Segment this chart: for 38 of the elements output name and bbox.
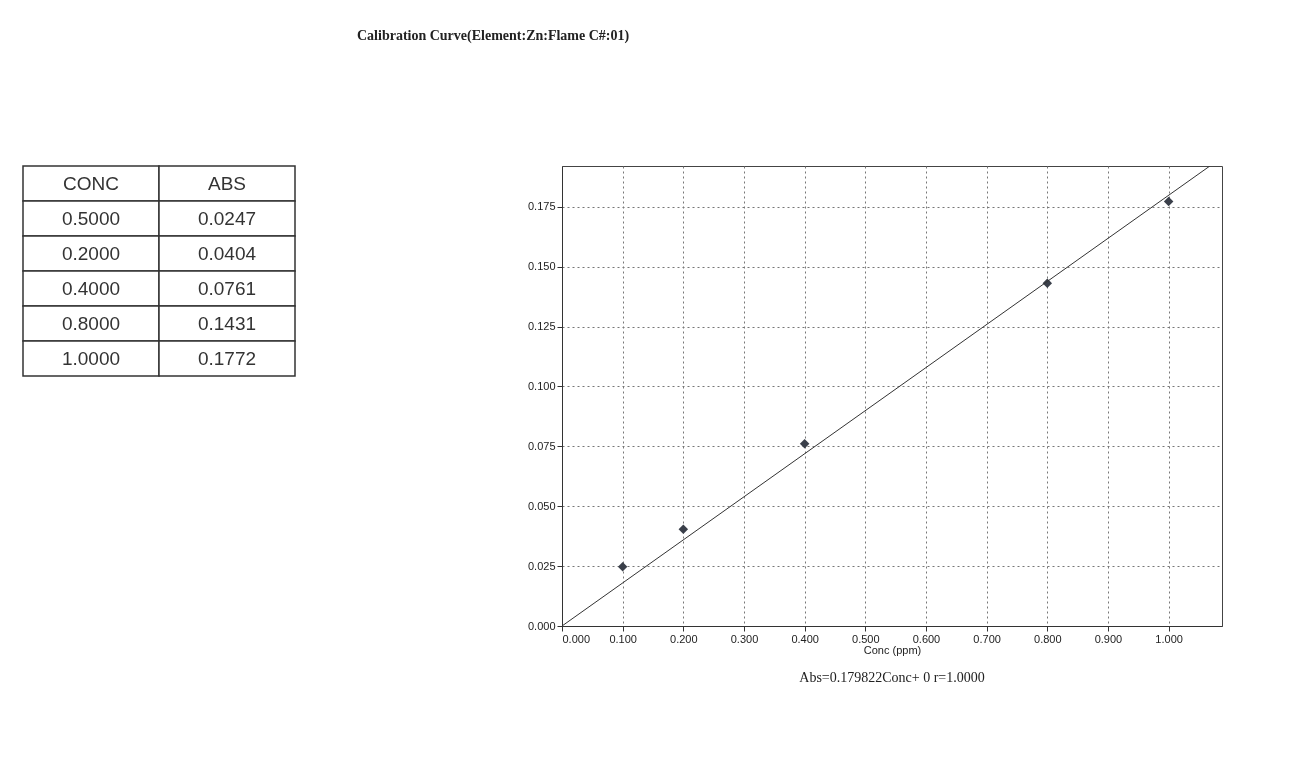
text: 0.1431: [197, 312, 257, 334]
text: 0.0761: [197, 277, 257, 299]
x-tick-label: 0.600: [912, 632, 941, 645]
x-axis-title: Conc (ppm): [863, 643, 922, 656]
text: 0.5000: [61, 207, 121, 229]
x-tick-label: 0.400: [791, 632, 819, 645]
category-label: CONC: [63, 172, 119, 194]
x-tick-label: 0.100: [609, 632, 637, 645]
y-tick-label: 0.025: [527, 559, 556, 572]
x-tick-label: 0.000: [562, 632, 591, 645]
y-tick-label: 0.125: [527, 320, 556, 333]
text: 0.8000: [61, 312, 121, 334]
x-tick-label: 0.300: [730, 632, 759, 645]
x-tick-label: 0.800: [1034, 632, 1062, 645]
y-tick-label: 0.175: [527, 200, 556, 213]
y-tick-label: 0.050: [527, 499, 556, 512]
category-label: ABS: [207, 172, 247, 194]
point: [1163, 196, 1174, 207]
x-tick-label: 0.500: [852, 632, 880, 645]
x-tick-label: 1.000: [1155, 632, 1183, 645]
text: 0.2000: [61, 242, 121, 264]
y-tick-label: 0.000: [527, 619, 556, 632]
x-tick-label: 0.200: [670, 632, 698, 645]
x-tick-label: 0.700: [973, 632, 1001, 645]
chart-title: Calibration Curve(Element:Zn:Flame C#:01): [357, 28, 630, 44]
x-tick-label: 0.900: [1094, 632, 1123, 645]
y-tick-label: 0.075: [527, 439, 556, 452]
text: 0.1772: [197, 347, 257, 369]
y-tick-label: 0.150: [527, 260, 556, 273]
y-tick-label: 0.100: [527, 379, 556, 392]
point: [799, 438, 810, 449]
text: 0.0404: [197, 242, 257, 264]
text: 0.0247: [197, 207, 257, 229]
text: Abs=0.179822Conc+ 0 r=1.0000: [799, 670, 985, 685]
point: [678, 524, 689, 534]
point: [617, 562, 628, 572]
text: 1.0000: [61, 347, 121, 369]
text: 0.4000: [61, 277, 121, 299]
